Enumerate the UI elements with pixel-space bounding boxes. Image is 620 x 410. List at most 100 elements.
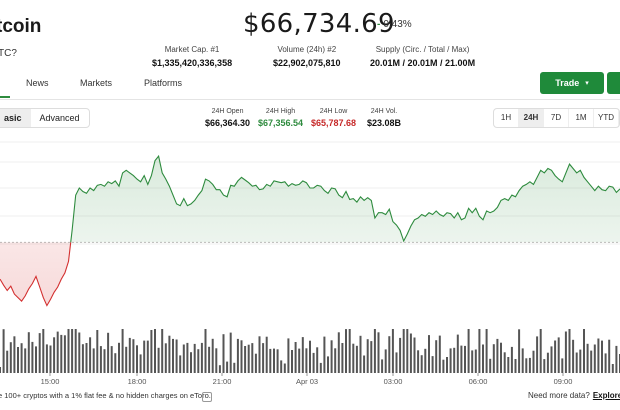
volume-bar [564, 331, 567, 373]
view-advanced[interactable]: Advanced [39, 113, 80, 123]
volume-bar [492, 344, 495, 373]
x-tick-label: 18:00 [128, 377, 147, 386]
view-basic[interactable]: asic [0, 109, 31, 127]
ohlc-high: 24H High $67,356.54 [258, 108, 303, 128]
volume-bar [35, 346, 37, 373]
volume-bar [9, 342, 12, 373]
volume-bar [81, 344, 84, 373]
volume-bar [611, 364, 614, 373]
volume-bar [337, 332, 340, 373]
range-1h[interactable]: 1H [494, 109, 519, 127]
active-tab-indicator [0, 96, 10, 98]
volume-bar [132, 339, 135, 373]
volume-bar [182, 344, 185, 373]
volume-bar [92, 348, 95, 373]
volume-bar [287, 338, 290, 373]
volume-bar [118, 342, 120, 373]
volume-bar [341, 343, 344, 373]
x-tick-label: 09:00 [554, 377, 573, 386]
tab-markets[interactable]: Markets [80, 78, 113, 88]
volume-bar [460, 345, 463, 373]
volume-bar [402, 329, 405, 373]
volume-bar [110, 346, 113, 373]
volume-bar [294, 342, 297, 373]
price-line-up [70, 154, 620, 243]
trade-button-label: Trade [555, 78, 580, 88]
volume-bar [568, 329, 571, 373]
volume-bar [532, 350, 535, 373]
volume-bar [435, 340, 438, 373]
volume-bar [428, 335, 430, 373]
price-change-value: 0.43% [383, 19, 412, 30]
volume-bar [301, 337, 304, 373]
volume-bar [528, 357, 531, 373]
stat-volume: Volume (24h) #2 $22,902,075,810 [273, 45, 341, 68]
volume-bar [406, 329, 409, 373]
range-1m[interactable]: 1M [569, 109, 594, 127]
volume-bar [229, 332, 232, 373]
down-area-group [0, 242, 72, 307]
range-24h[interactable]: 24H [519, 109, 544, 127]
volume-bar [258, 336, 261, 373]
volume-bar [384, 349, 387, 373]
volume-bar [291, 350, 293, 373]
volume-bar [157, 347, 160, 373]
tab-platforms[interactable]: Platforms [144, 78, 183, 88]
volume-bar [136, 345, 138, 373]
volume-bar [604, 353, 607, 373]
volume-bar [49, 345, 52, 373]
volume-bar [590, 350, 593, 373]
volume-bar [539, 329, 542, 373]
range-ytd[interactable]: YTD [594, 109, 619, 127]
volume-bar [453, 347, 456, 373]
volume-bar [305, 348, 308, 373]
volume-bar [503, 352, 506, 373]
price-area-up [0, 156, 620, 243]
time-range-selector: 1H 24H 7D 1M YTD [493, 108, 620, 128]
volume-bar [204, 329, 207, 373]
price-chart[interactable]: 15:00 18:00 21:00 Apr 03 03:00 06:00 09:00 [0, 134, 620, 387]
volume-bar [608, 339, 611, 373]
volume-bar [63, 335, 66, 373]
volume-bar [586, 343, 589, 373]
tab-news[interactable]: News [26, 78, 49, 88]
volume-bar [601, 340, 603, 373]
volume-bar [467, 329, 470, 373]
volume-bar [139, 354, 142, 373]
x-tick-label: 15:00 [41, 377, 60, 386]
volume-bar [13, 336, 16, 373]
x-tick-label: Apr 03 [296, 377, 318, 386]
volume-bar [107, 332, 110, 373]
ohlc-value: $67,356.54 [258, 118, 304, 128]
volume-bar [319, 362, 322, 373]
volume-bar [226, 361, 229, 373]
promo-checkbox[interactable] [202, 392, 212, 402]
explore-link[interactable]: Explore C [592, 391, 620, 400]
stat-label: Supply (Circ. / Total / Max) [375, 45, 470, 54]
volume-bar [496, 338, 499, 373]
volume-bar [330, 340, 333, 373]
volume-bar [413, 337, 416, 373]
secondary-action-button[interactable] [607, 72, 620, 94]
volume-bar [510, 346, 513, 373]
volume-bar [478, 329, 481, 373]
volume-bar [38, 333, 41, 373]
volume-bar [312, 352, 315, 373]
ohlc-label: 24H Low [319, 108, 348, 115]
ohlc-value: $23.08B [367, 118, 402, 128]
volume-bar [175, 339, 178, 373]
volume-bar [222, 334, 225, 373]
volume-bar [521, 348, 524, 373]
volume-bar [254, 353, 257, 373]
volume-bar [373, 329, 376, 373]
trade-button[interactable]: Trade ▾ [540, 72, 604, 94]
volume-bar [31, 341, 34, 373]
volume-bar [474, 349, 477, 373]
change-arrow-icon: - [377, 19, 381, 30]
promo-text: e 100+ cryptos with a 1% flat fee & no h… [0, 391, 211, 400]
ohlc-label: 24H High [265, 108, 296, 115]
range-7d[interactable]: 7D [544, 109, 569, 127]
volume-bar [56, 331, 59, 373]
volume-bar [345, 329, 347, 373]
volume-bar [500, 342, 502, 373]
